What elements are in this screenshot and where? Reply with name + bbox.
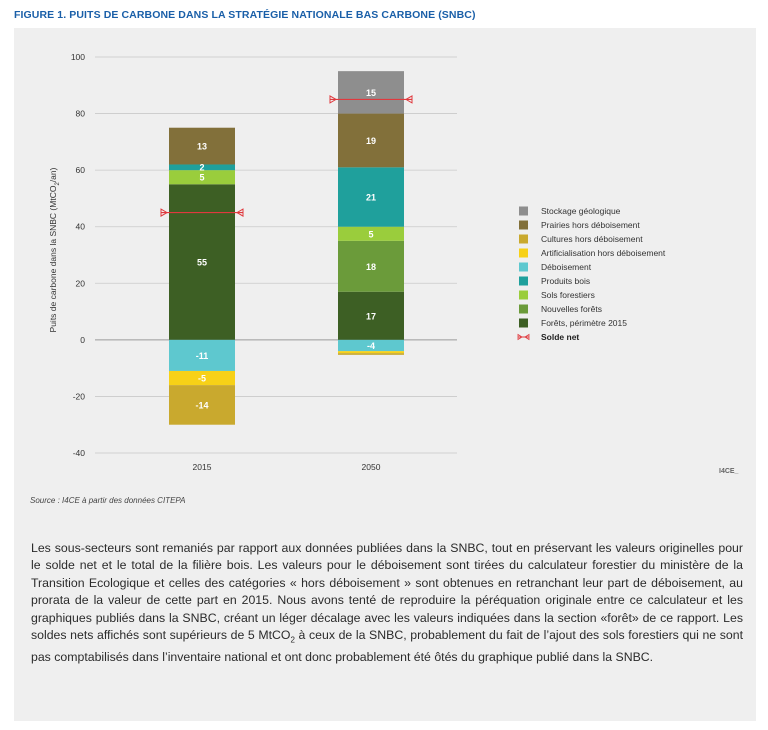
brand-logo: I4CE_ — [719, 468, 739, 475]
legend-label: Sols forestiers — [541, 290, 595, 300]
body-text-part1: Les sous-secteurs sont remaniés par rapp… — [31, 541, 743, 643]
legend-swatch — [519, 318, 528, 328]
legend-label: Artificialisation hors déboisement — [541, 248, 666, 258]
bar-segment — [338, 71, 404, 114]
bar-segment — [338, 240, 404, 292]
bar-value-label: 15 — [366, 88, 376, 98]
legend-label: Produits bois — [541, 276, 590, 286]
bar-segment — [338, 167, 404, 227]
bar-value-label: 2 — [199, 163, 204, 173]
bar-value-label: 5 — [199, 173, 204, 183]
source-note: Source : I4CE à partir des données CITEP… — [30, 496, 186, 505]
legend-item: Artificialisation hors déboisement — [519, 248, 666, 258]
bar-segment — [169, 164, 235, 171]
bar-segment — [338, 353, 404, 355]
body-text-subscript: 2 — [290, 635, 295, 645]
y-tick-label: 60 — [76, 165, 86, 175]
solde-net-marker — [405, 95, 413, 104]
bar-value-label: -4 — [367, 341, 375, 351]
solde-net-marker — [160, 208, 168, 217]
bar-segment — [169, 127, 235, 165]
legend-swatch — [519, 262, 528, 272]
legend-item: Prairies hors déboisement — [519, 220, 640, 230]
legend-swatch — [519, 206, 528, 216]
legend-swatch — [519, 304, 528, 314]
legend-swatch — [519, 248, 528, 258]
legend-item: Produits bois — [519, 276, 590, 286]
solde-net-markers — [160, 95, 413, 217]
y-tick-labels: -40 -20 0 20 40 60 80 100 — [71, 52, 85, 458]
y-tick-label: 40 — [76, 222, 86, 232]
bar-segment — [338, 226, 404, 241]
bar-segment — [338, 291, 404, 340]
bar-value-label: -5 — [198, 374, 206, 384]
legend-item: Déboisement — [519, 262, 592, 272]
y-tick-label: 0 — [80, 335, 85, 345]
y-axis-label-sub: 2 — [55, 182, 61, 186]
body-paragraph: Les sous-secteurs sont remaniés par rapp… — [31, 540, 743, 666]
y-axis-label-main: Puits de carbone dans la SNBC (MtCO — [48, 185, 58, 332]
stacked-bar-chart: -40 -20 0 20 40 60 80 100 Puits de carbone dans… — [48, 52, 666, 472]
legend-label: Forêts, périmètre 2015 — [541, 318, 627, 328]
legend-swatch — [519, 290, 528, 300]
y-axis-label-end: /an) — [48, 167, 58, 182]
bar-value-label: 55 — [197, 258, 207, 268]
legend-item: Solde net — [517, 332, 579, 342]
bars — [169, 71, 404, 425]
legend-swatch-marker — [524, 333, 530, 341]
bar-segment — [169, 385, 235, 425]
bar-segment — [338, 351, 404, 354]
bar-segment — [338, 339, 404, 352]
legend-label: Solde net — [541, 332, 579, 342]
solde-net-marker — [329, 95, 337, 104]
body-text-part2: à ceux de la SNBC, probablement du fait … — [31, 628, 743, 664]
bar-segment — [338, 113, 404, 168]
bar-segment — [169, 170, 235, 185]
legend-item: Nouvelles forêts — [519, 304, 602, 314]
bar-value-label: 21 — [366, 193, 376, 203]
bar-value-label: 5 — [368, 229, 373, 239]
x-tick-labels: 2015 2050 — [193, 462, 381, 472]
legend-item: Stockage géologique — [519, 206, 621, 216]
legend-label: Cultures hors déboisement — [541, 234, 643, 244]
bar-segment — [169, 370, 235, 386]
bar-value-label: 18 — [366, 262, 376, 272]
legend: Stockage géologique Prairies hors déboise… — [517, 206, 666, 342]
y-tick-label: 100 — [71, 52, 85, 62]
bar-segment — [169, 339, 235, 371]
legend-swatch-marker — [517, 333, 523, 341]
legend-label: Prairies hors déboisement — [541, 220, 640, 230]
legend-item: Cultures hors déboisement — [519, 234, 643, 244]
bar-segment — [169, 184, 235, 340]
legend-swatch — [519, 276, 528, 286]
legend-label: Nouvelles forêts — [541, 304, 602, 314]
legend-label: Stockage géologique — [541, 206, 621, 216]
solde-net-marker — [236, 208, 244, 217]
x-tick-label: 2015 — [193, 462, 212, 472]
legend-label: Déboisement — [541, 262, 592, 272]
y-tick-label: 20 — [76, 278, 86, 288]
legend-item: Sols forestiers — [519, 290, 595, 300]
y-axis-label: Puits de carbone dans la SNBC (MtCO2/an) — [48, 167, 61, 332]
bar-value-label: 13 — [197, 142, 207, 152]
legend-item: Forêts, périmètre 2015 — [519, 318, 627, 328]
legend-swatch — [519, 220, 528, 230]
figure-title: FIGURE 1. PUITS DE CARBONE DANS LA STRAT… — [14, 9, 476, 21]
x-tick-label: 2050 — [362, 462, 381, 472]
bar-value-label: 19 — [366, 136, 376, 146]
y-tick-label: -20 — [73, 391, 86, 401]
legend-swatch — [519, 234, 528, 244]
bar-value-label: -14 — [195, 400, 208, 410]
bar-value-label: -11 — [196, 351, 209, 361]
bar-value-label: 17 — [366, 311, 376, 321]
y-tick-label: 80 — [76, 109, 86, 119]
y-tick-label: -40 — [73, 448, 86, 458]
